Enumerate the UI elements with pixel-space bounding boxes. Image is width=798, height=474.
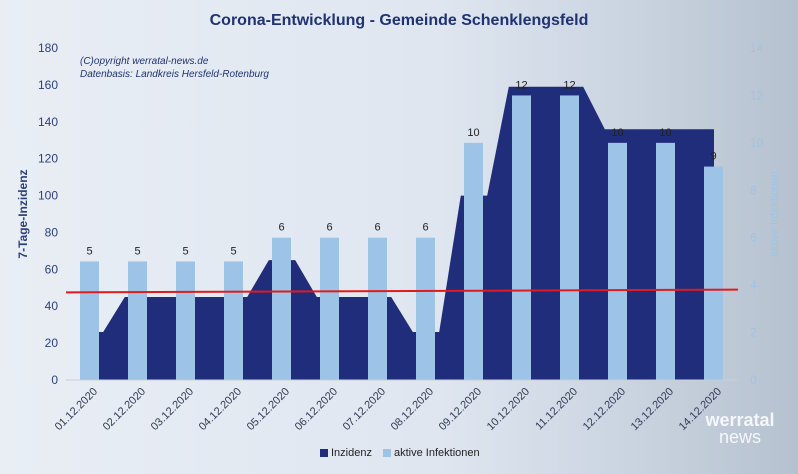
legend-swatch-aktive-infektionen xyxy=(383,449,391,457)
aktive-infektionen-bar-7 xyxy=(416,237,435,380)
aktive-infektionen-label-7: 6 xyxy=(422,222,428,234)
y-tick-right-1: 2 xyxy=(750,326,757,340)
y-tick-right-2: 4 xyxy=(750,278,757,292)
aktive-infektionen-label-5: 6 xyxy=(326,222,332,234)
aktive-infektionen-label-12: 10 xyxy=(659,127,671,139)
logo-line-2: news xyxy=(719,427,761,447)
aktive-infektionen-label-10: 12 xyxy=(563,79,575,91)
aktive-infektionen-label-3: 5 xyxy=(230,245,236,257)
aktive-infektionen-bar-8 xyxy=(464,142,483,380)
x-tick-6: 07.12.2020 xyxy=(341,386,388,433)
aktive-infektionen-bar-6 xyxy=(368,237,387,380)
aktive-infektionen-bar-13 xyxy=(704,166,723,380)
aktive-infektionen-label-2: 5 xyxy=(182,245,188,257)
aktive-infektionen-bar-4 xyxy=(272,237,291,380)
y-tick-right-6: 12 xyxy=(750,88,764,102)
chart-title: Corona-Entwicklung - Gemeinde Schenkleng… xyxy=(210,12,589,29)
y-axis-title-left: 7-Tage-Inzidenz xyxy=(16,169,30,258)
aktive-infektionen-bar-3 xyxy=(224,261,243,380)
y-tick-right-4: 8 xyxy=(750,183,757,197)
x-tick-4: 05.12.2020 xyxy=(245,386,292,433)
aktive-infektionen-bar-5 xyxy=(320,237,339,380)
aktive-infektionen-label-9: 12 xyxy=(515,79,527,91)
aktive-infektionen-label-1: 5 xyxy=(134,245,140,257)
y-tick-left-7: 140 xyxy=(38,115,58,129)
plot-area: 0 20 40 60 80 100 120 140 160 180 0 2 4 6 8 10 12 14 5 5 5 5 6… xyxy=(38,41,764,433)
aktive-infektionen-bar-10 xyxy=(560,95,579,380)
y-tick-left-1: 20 xyxy=(45,336,59,350)
copyright-note: (C)opyright werratal-news.de xyxy=(80,56,209,67)
y-tick-left-5: 100 xyxy=(38,189,58,203)
x-tick-8: 09.12.2020 xyxy=(437,386,484,433)
x-tick-12: 13.12.2020 xyxy=(629,386,676,433)
x-tick-1: 02.12.2020 xyxy=(101,386,148,433)
aktive-infektionen-bar-9 xyxy=(512,95,531,380)
aktive-infektionen-bar-1 xyxy=(128,261,147,380)
aktive-infektionen-label-0: 5 xyxy=(86,245,92,257)
y-axis-title-right: aktive Infektionen xyxy=(769,171,781,257)
x-tick-9: 10.12.2020 xyxy=(485,386,532,433)
x-tick-3: 04.12.2020 xyxy=(197,386,244,433)
legend-swatch-inzidenz xyxy=(320,449,328,457)
x-tick-10: 11.12.2020 xyxy=(533,386,580,433)
aktive-infektionen-label-4: 6 xyxy=(278,222,284,234)
x-tick-2: 03.12.2020 xyxy=(149,386,196,433)
y-tick-left-4: 80 xyxy=(45,225,59,239)
logo-line-1: werratal xyxy=(704,410,774,430)
legend-label-aktive-infektionen: aktive Infektionen xyxy=(394,447,480,459)
aktive-infektionen-label-11: 10 xyxy=(611,127,623,139)
y-tick-right-5: 10 xyxy=(750,136,764,150)
y-tick-left-6: 120 xyxy=(38,152,58,166)
werratal-news-logo: werratal news xyxy=(704,410,774,447)
y-tick-left-2: 40 xyxy=(45,299,59,313)
aktive-infektionen-label-13: 9 xyxy=(710,151,716,163)
aktive-infektionen-bar-0 xyxy=(80,261,99,380)
aktive-infektionen-label-6: 6 xyxy=(374,222,380,234)
x-tick-7: 08.12.2020 xyxy=(389,386,436,433)
aktive-infektionen-label-8: 10 xyxy=(467,127,479,139)
y-tick-left-9: 180 xyxy=(38,41,58,55)
y-tick-right-0: 0 xyxy=(750,373,757,387)
reference-line xyxy=(65,288,739,294)
y-tick-left-0: 0 xyxy=(51,373,58,387)
aktive-infektionen-bar-2 xyxy=(176,261,195,380)
legend: Inzidenz aktive Infektionen xyxy=(320,447,480,459)
y-tick-right-7: 14 xyxy=(750,41,764,55)
y-tick-right-3: 6 xyxy=(750,231,757,245)
y-tick-left-8: 160 xyxy=(38,78,58,92)
aktive-infektionen-bar-11 xyxy=(608,142,627,380)
x-tick-11: 12.12.2020 xyxy=(581,386,628,433)
legend-label-inzidenz: Inzidenz xyxy=(331,447,372,459)
x-tick-5: 06.12.2020 xyxy=(293,386,340,433)
data-source-note: Datenbasis: Landkreis Hersfeld-Rotenburg xyxy=(80,69,269,80)
inzidenz-area xyxy=(90,86,714,380)
y-tick-left-3: 60 xyxy=(45,262,59,276)
x-tick-0: 01.12.2020 xyxy=(53,386,100,433)
aktive-infektionen-bar-12 xyxy=(656,142,675,380)
